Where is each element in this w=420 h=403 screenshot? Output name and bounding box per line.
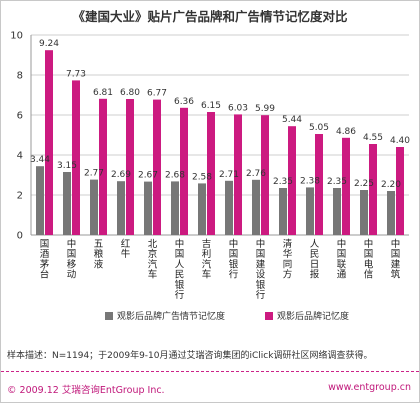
bar-brand-memory-8: [261, 115, 269, 235]
data-label-brand-memory-13: 4.40: [390, 136, 410, 146]
x-tick-label-12: 中国电信: [364, 238, 374, 281]
legend-swatch-gray: [105, 311, 113, 320]
x-tick-label-10: 人民日报: [310, 239, 320, 281]
bar-plot-memory-6: [198, 183, 206, 235]
bar-plot-memory-4: [144, 181, 152, 235]
data-label-brand-memory-7: 6.03: [228, 103, 248, 113]
bar-plot-memory-7: [225, 180, 233, 235]
bar-brand-memory-5: [180, 107, 188, 235]
data-label-plot-memory-10: 2.38: [300, 176, 320, 186]
legend-label-plot-memory: 观影后品牌广告情节记忆度: [117, 312, 226, 322]
data-label-brand-memory-12: 4.55: [363, 133, 383, 143]
x-tick-label-2: 五粮液: [94, 239, 104, 270]
data-label-plot-memory-2: 2.77: [84, 169, 104, 179]
bar-brand-memory-7: [234, 114, 242, 235]
bar-brand-memory-0: [45, 50, 53, 236]
data-label-plot-memory-1: 3.15: [57, 161, 77, 171]
x-tick-label-6: 吉利汽车: [202, 239, 212, 281]
data-label-plot-memory-11: 2.35: [327, 177, 347, 187]
bar-plot-memory-11: [333, 188, 341, 235]
data-label-plot-memory-6: 2.58: [192, 172, 212, 182]
bar-brand-memory-9: [288, 126, 296, 235]
bar-brand-memory-6: [207, 112, 215, 235]
x-tick-label-3: 红牛: [121, 238, 131, 260]
sample-description: 样本描述：N=1194；于2009年9-10月通过艾瑞咨询集团的iClick调研…: [7, 351, 373, 361]
legend-item-brand-memory: 观影后品牌记忆度: [265, 309, 349, 322]
bar-brand-memory-1: [72, 80, 80, 236]
copyright-text: © 2009.12 艾瑞咨询EntGroup Inc.: [7, 385, 165, 396]
data-label-brand-memory-3: 6.80: [120, 88, 140, 98]
data-label-plot-memory-8: 2.76: [246, 169, 266, 179]
data-label-plot-memory-0: 3.44: [30, 155, 50, 165]
bar-plot-memory-8: [252, 179, 260, 235]
bar-brand-memory-10: [315, 134, 323, 235]
bar-brand-memory-3: [126, 99, 134, 235]
data-label-plot-memory-12: 2.25: [354, 179, 374, 189]
site-url: www.entgroup.cn: [328, 382, 411, 393]
y-tick-label-6: 6: [17, 111, 23, 122]
bar-plot-memory-1: [63, 172, 71, 235]
x-tick-label-0: 国酒茅台: [40, 239, 50, 281]
bar-plot-memory-12: [360, 190, 368, 235]
bar-plot-memory-0: [36, 166, 44, 235]
x-tick-label-4: 北京汽车: [148, 239, 158, 281]
data-label-brand-memory-0: 9.24: [39, 39, 59, 49]
data-label-brand-memory-1: 7.73: [66, 69, 86, 79]
x-tick-label-5: 中国人民银行: [175, 238, 185, 301]
bar-plot-memory-10: [306, 187, 314, 235]
bar-brand-memory-4: [153, 99, 161, 235]
y-tick-label-10: 10: [10, 31, 23, 42]
footer-divider: [1, 371, 419, 372]
bar-brand-memory-2: [99, 98, 107, 235]
x-tick-label-8: 中国建设银行: [256, 238, 266, 301]
data-label-brand-memory-6: 6.15: [201, 101, 221, 111]
data-label-plot-memory-9: 2.35: [273, 177, 293, 187]
y-tick-label-4: 4: [17, 151, 23, 162]
data-label-brand-memory-11: 4.86: [336, 127, 356, 137]
legend-swatch-magenta: [265, 311, 273, 320]
data-label-brand-memory-2: 6.81: [93, 88, 113, 98]
x-tick-label-13: 中国建筑: [391, 238, 401, 281]
bar-brand-memory-12: [369, 144, 377, 235]
data-label-brand-memory-9: 5.44: [282, 115, 302, 125]
y-tick-label-2: 2: [17, 191, 23, 202]
data-label-brand-memory-10: 5.05: [309, 123, 329, 133]
legend-item-plot-memory: 观影后品牌广告情节记忆度: [105, 309, 225, 322]
data-label-brand-memory-8: 5.99: [255, 104, 275, 114]
data-label-brand-memory-4: 6.77: [147, 89, 167, 99]
y-tick-label-8: 8: [17, 71, 23, 82]
data-label-plot-memory-7: 2.71: [219, 170, 239, 180]
x-tick-label-1: 中国移动: [67, 238, 77, 281]
y-tick-label-0: 0: [17, 231, 23, 242]
bar-chart: 0 2 4 6 8 10 3.44 9.24 国酒茅台 3.15 7.73 中国移动 2.77 6.81 五…: [10, 31, 410, 302]
x-tick-label-9: 清华同方: [283, 238, 293, 281]
data-label-plot-memory-5: 2.68: [165, 170, 185, 180]
data-label-plot-memory-3: 2.69: [111, 170, 131, 180]
data-label-plot-memory-13: 2.20: [381, 180, 401, 190]
bar-plot-memory-13: [387, 191, 395, 235]
x-tick-label-7: 中国银行: [229, 238, 239, 281]
data-label-plot-memory-4: 2.67: [138, 171, 158, 181]
chart-title: 《建国大业》贴片广告品牌和广告情节记忆度对比: [72, 9, 348, 24]
x-tick-label-11: 中国联通: [337, 238, 347, 281]
bar-plot-memory-3: [117, 181, 125, 235]
bar-brand-memory-13: [396, 147, 404, 235]
bar-plot-memory-2: [90, 179, 98, 235]
data-label-brand-memory-5: 6.36: [174, 97, 194, 107]
bar-plot-memory-9: [279, 188, 287, 235]
legend-label-brand-memory: 观影后品牌记忆度: [277, 312, 350, 322]
bar-brand-memory-11: [342, 137, 350, 235]
bar-plot-memory-5: [171, 181, 179, 235]
